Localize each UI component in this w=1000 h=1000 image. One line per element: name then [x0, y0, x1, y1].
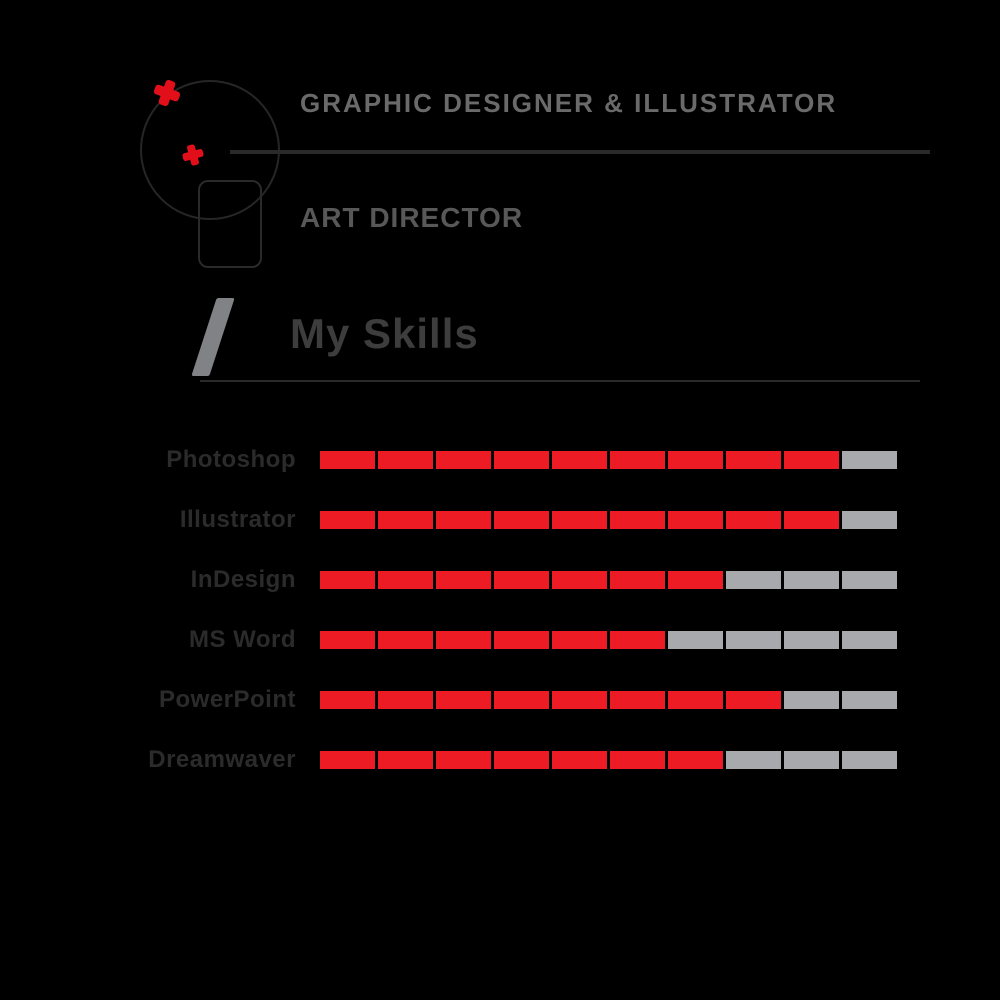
skill-name: MS Word — [120, 626, 320, 654]
bar-segment-filled — [494, 691, 549, 709]
bar-segment-filled — [668, 691, 723, 709]
bar-segment-filled — [610, 751, 665, 769]
skill-name: Illustrator — [120, 506, 320, 534]
skill-row: Illustrator — [120, 490, 940, 550]
bar-segment-filled — [494, 631, 549, 649]
bar-segment-filled — [378, 511, 433, 529]
bar-segment-filled — [320, 451, 375, 469]
bar-segment-empty — [726, 631, 781, 649]
skill-row: MS Word — [120, 610, 940, 670]
bar-segment-filled — [494, 751, 549, 769]
bar-segment-filled — [726, 511, 781, 529]
bar-segment-filled — [378, 691, 433, 709]
bar-segment-filled — [494, 451, 549, 469]
divider — [230, 150, 930, 154]
bar-segment-filled — [610, 691, 665, 709]
bar-segment-empty — [784, 631, 839, 649]
role-icon-box — [198, 180, 262, 268]
bar-segment-filled — [320, 571, 375, 589]
bar-segment-filled — [610, 631, 665, 649]
bar-segment-empty — [726, 751, 781, 769]
bar-segment-empty — [784, 691, 839, 709]
bar-segment-filled — [436, 631, 491, 649]
skill-row: PowerPoint — [120, 670, 940, 730]
skill-bar — [320, 451, 897, 469]
slash-icon — [191, 298, 234, 376]
bar-segment-filled — [494, 571, 549, 589]
skill-bar — [320, 631, 897, 649]
bar-segment-filled — [378, 451, 433, 469]
bar-segment-filled — [668, 751, 723, 769]
bar-segment-filled — [668, 571, 723, 589]
bar-segment-empty — [668, 631, 723, 649]
bar-segment-filled — [494, 511, 549, 529]
bar-segment-filled — [610, 571, 665, 589]
bar-segment-filled — [378, 571, 433, 589]
bar-segment-empty — [842, 511, 897, 529]
bar-segment-filled — [320, 511, 375, 529]
role-label: ART DIRECTOR — [300, 202, 523, 234]
bar-segment-empty — [842, 451, 897, 469]
bar-segment-empty — [842, 691, 897, 709]
skill-name: Photoshop — [120, 446, 320, 474]
bar-segment-filled — [320, 691, 375, 709]
bar-segment-filled — [610, 511, 665, 529]
bar-segment-filled — [436, 451, 491, 469]
skill-row: Dreamwaver — [120, 730, 940, 790]
bar-segment-filled — [552, 631, 607, 649]
main-title: GRAPHIC DESIGNER & ILLUSTRATOR — [300, 88, 837, 119]
bar-segment-empty — [842, 631, 897, 649]
bar-segment-filled — [320, 751, 375, 769]
skill-bar — [320, 691, 897, 709]
bar-segment-filled — [436, 691, 491, 709]
header-block: GRAPHIC DESIGNER & ILLUSTRATOR ART DIREC… — [120, 80, 940, 400]
skill-name: InDesign — [120, 566, 320, 594]
bar-segment-empty — [784, 751, 839, 769]
bar-segment-filled — [552, 751, 607, 769]
bar-segment-filled — [552, 571, 607, 589]
bar-segment-filled — [552, 451, 607, 469]
skills-heading: My Skills — [290, 310, 479, 358]
bar-segment-filled — [552, 511, 607, 529]
bar-segment-filled — [378, 631, 433, 649]
bar-segment-filled — [378, 751, 433, 769]
bar-segment-empty — [726, 571, 781, 589]
skill-bar — [320, 511, 897, 529]
bar-segment-empty — [842, 751, 897, 769]
skill-row: InDesign — [120, 550, 940, 610]
bar-segment-filled — [552, 691, 607, 709]
bar-segment-filled — [784, 451, 839, 469]
skill-bar — [320, 751, 897, 769]
bar-segment-filled — [726, 691, 781, 709]
bar-segment-filled — [784, 511, 839, 529]
bar-segment-empty — [784, 571, 839, 589]
skill-name: PowerPoint — [120, 686, 320, 714]
bar-segment-filled — [668, 451, 723, 469]
bar-segment-filled — [726, 451, 781, 469]
bar-segment-filled — [610, 451, 665, 469]
bar-segment-filled — [436, 751, 491, 769]
bar-segment-filled — [436, 571, 491, 589]
resume-page: GRAPHIC DESIGNER & ILLUSTRATOR ART DIREC… — [120, 80, 940, 400]
skill-name: Dreamwaver — [120, 746, 320, 774]
skill-bar — [320, 571, 897, 589]
bar-segment-filled — [320, 631, 375, 649]
skill-row: Photoshop — [120, 430, 940, 490]
divider — [200, 380, 920, 382]
bar-segment-filled — [436, 511, 491, 529]
skills-list: Photoshop Illustrator InDesign MS Word Power… — [120, 430, 940, 790]
bar-segment-empty — [842, 571, 897, 589]
bar-segment-filled — [668, 511, 723, 529]
